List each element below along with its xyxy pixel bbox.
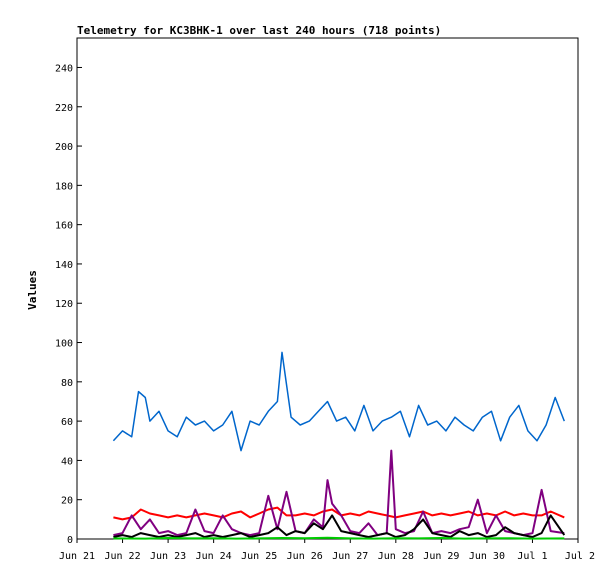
y-ticks: 0 20 40 60 80 100 120 140 160 180 200 220 240 <box>55 63 82 546</box>
x-ticks: Jun 21 Jun 22 Jun 23 Jun 24 Jun 25 Jun 26 Jun … <box>59 539 595 562</box>
y-tick-label: 40 <box>61 456 73 467</box>
x-tick-label: Jul 1 <box>517 551 547 562</box>
x-tick-label: Jul 2 <box>565 551 595 562</box>
y-tick-label: 80 <box>61 378 73 389</box>
y-tick-label: 160 <box>55 221 73 232</box>
x-tick-label: Jun 23 <box>150 551 186 562</box>
series-group <box>112 351 566 540</box>
x-tick-label: Jun 29 <box>423 551 459 562</box>
y-tick-label: 60 <box>61 417 73 428</box>
x-tick-label: Jun 22 <box>104 551 140 562</box>
x-tick-label: Jun 26 <box>287 551 323 562</box>
x-tick-label: Jun 21 <box>59 551 95 562</box>
y-tick-label: 0 <box>67 535 73 546</box>
x-tick-label: Jun 30 <box>469 551 505 562</box>
plot-frame <box>76 37 579 540</box>
x-tick-label: Jun 25 <box>241 551 277 562</box>
y-tick-label: 20 <box>61 496 73 507</box>
series-line-2 <box>113 449 565 537</box>
y-tick-label: 120 <box>55 299 73 310</box>
y-tick-label: 200 <box>55 142 73 153</box>
x-tick-label: Jun 27 <box>332 551 368 562</box>
series-line-4 <box>113 536 565 540</box>
y-tick-label: 220 <box>55 103 73 114</box>
y-tick-label: 240 <box>55 63 73 74</box>
series-line-1 <box>113 506 565 521</box>
chart-title: Telemetry for KC3BHK-1 over last 240 hou… <box>77 24 441 37</box>
y-tick-label: 100 <box>55 339 73 350</box>
series-line-0 <box>112 351 565 452</box>
y-axis-label: Values <box>26 270 39 310</box>
y-tick-label: 180 <box>55 181 73 192</box>
x-tick-label: Jun 24 <box>196 551 232 562</box>
y-tick-label: 140 <box>55 260 73 271</box>
x-tick-label: Jun 28 <box>378 551 414 562</box>
series-line-3 <box>113 514 566 538</box>
